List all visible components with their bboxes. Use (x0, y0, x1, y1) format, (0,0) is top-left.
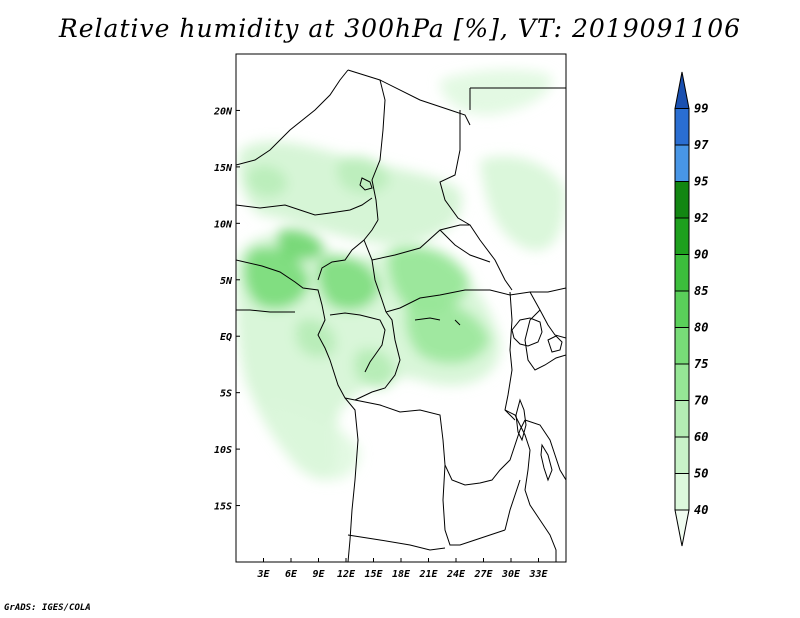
humidity-shading (236, 69, 566, 481)
axis-ticks: 3E 6E 9E 12E 15E 18E 21E 24E 27E 30E 33E 20N 15N 10N 5… (213, 106, 549, 580)
colorbar-segment (674, 181, 690, 219)
colorbar-segment (674, 217, 690, 255)
colorbar-level-label: 70 (694, 394, 708, 408)
lon-tick-label: 33E (528, 569, 548, 580)
lat-tick-label: 5N (220, 276, 233, 287)
colorbar-segment (674, 327, 690, 365)
colorbar-level-label: 85 (694, 284, 708, 298)
lon-tick-label: 27E (473, 569, 493, 580)
country-borders (236, 69, 566, 562)
colorbar-lower-arrow (674, 509, 690, 547)
colorbar-segment (674, 363, 690, 401)
colorbar-level-label: 92 (694, 211, 708, 225)
colorbar-segment (674, 108, 690, 146)
lat-tick-label: 10N (214, 219, 233, 230)
colorbar-segment (674, 290, 690, 328)
colorbar-upper-arrow (674, 71, 690, 109)
colorbar-segment (674, 436, 690, 474)
colorbar-level-label: 80 (694, 321, 708, 335)
lon-tick-label: 6E (285, 569, 298, 580)
colorbar-segment (674, 473, 690, 511)
colorbar-segment (674, 254, 690, 292)
colorbar-level-label: 90 (694, 248, 708, 262)
lat-tick-label: 20N (213, 106, 233, 117)
chart-title: Relative humidity at 300hPa [%], VT: 201… (58, 14, 742, 43)
colorbar-level-label: 99 (694, 102, 708, 116)
lon-tick-label: 3E (256, 569, 270, 580)
lon-tick-label: 15E (364, 569, 383, 580)
lon-tick-label: 12E (337, 569, 356, 580)
lat-tick-label: 15S (214, 502, 232, 513)
lat-tick-label: 15N (214, 163, 233, 174)
grads-credit: GrADS: IGES/COLA (4, 603, 91, 613)
lon-tick-label: 9E (312, 569, 325, 580)
colorbar-level-label: 50 (694, 467, 708, 481)
colorbar-level-label: 95 (694, 175, 708, 189)
colorbar-segment (674, 144, 690, 182)
colorbar-level-label: 40 (694, 503, 708, 517)
colorbar-level-label: 60 (694, 430, 708, 444)
lakes (359, 177, 563, 482)
colorbar: 40 50 60 70 75 80 85 90 92 95 97 99 (674, 71, 709, 547)
lat-tick-label: EQ (220, 332, 232, 343)
lon-tick-label: 24E (446, 569, 466, 580)
lat-tick-label: 5S (220, 389, 232, 400)
lon-tick-label: 30E (501, 569, 521, 580)
colorbar-level-label: 75 (694, 357, 708, 371)
colorbar-segment (674, 400, 690, 438)
lat-tick-label: 10S (214, 445, 232, 456)
lon-tick-label: 18E (392, 569, 411, 580)
colorbar-level-label: 97 (694, 138, 709, 152)
lon-tick-label: 21E (418, 569, 438, 580)
